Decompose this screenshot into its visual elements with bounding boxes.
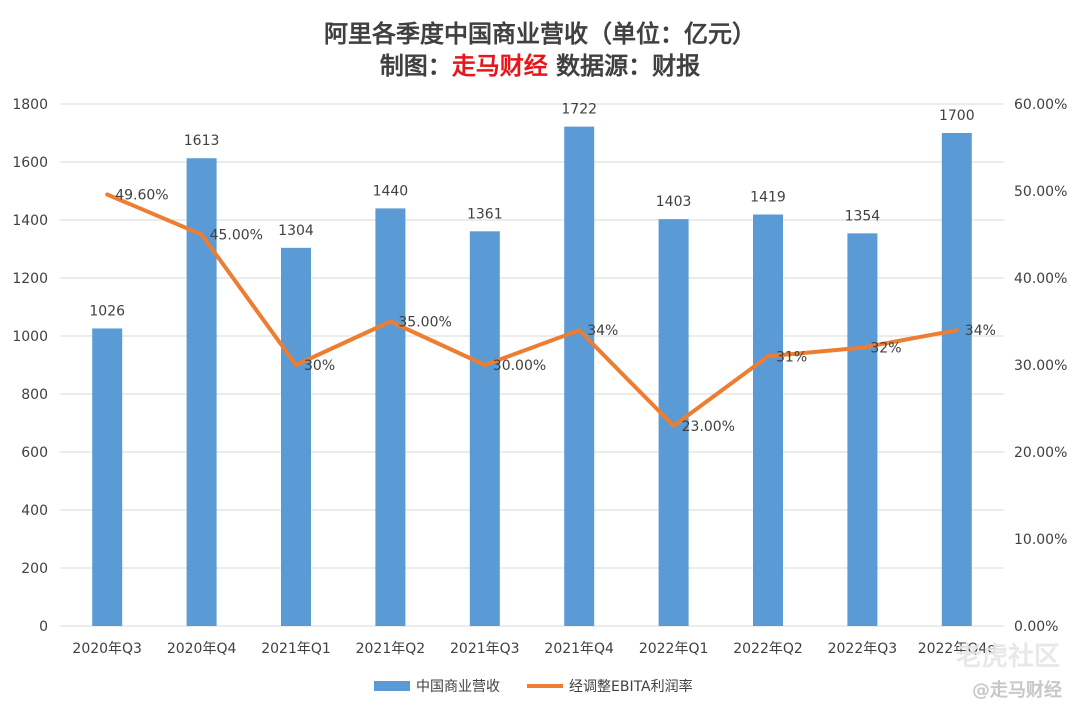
y-right-tick-label: 50.00% (1014, 184, 1067, 200)
line-data-label: 45.00% (210, 228, 263, 244)
y-left-tick-label: 800 (21, 387, 48, 403)
line-point (388, 319, 393, 324)
y-right-tick-label: 10.00% (1014, 532, 1067, 548)
line-point (671, 423, 676, 428)
line-data-label: 30.00% (493, 358, 546, 374)
legend-bar-swatch (374, 681, 410, 691)
y-left-tick-label: 1800 (12, 97, 48, 113)
x-tick-label: 2022年Q3 (828, 641, 898, 657)
bar-data-label: 1700 (939, 108, 975, 124)
subtitle-source: 数据源：财报 (547, 51, 701, 80)
x-tick-label: 2021年Q2 (356, 641, 426, 657)
line-series (106, 192, 958, 428)
y-left-tick-label: 600 (21, 445, 48, 461)
line-point (199, 232, 204, 237)
bar-data-label: 1613 (184, 133, 220, 149)
x-tick-label: 2022年Q4e (918, 641, 996, 657)
y-right-tick-label: 40.00% (1014, 271, 1067, 287)
y-right-tick-label: 0.00% (1014, 619, 1058, 635)
bar-data-label: 1026 (89, 303, 125, 319)
line-data-label: 31% (776, 349, 807, 365)
bar-data-label: 1419 (750, 189, 786, 205)
line-data-label: 34% (965, 323, 996, 339)
watermark-handle: @走马财经 (972, 680, 1062, 701)
bar (281, 247, 311, 626)
bar (564, 126, 595, 627)
y-left-tick-label: 200 (21, 561, 48, 577)
subtitle-prefix: 制图： (379, 51, 452, 80)
bar-data-label: 1354 (845, 208, 881, 224)
y-right-tick-label: 30.00% (1014, 358, 1067, 374)
x-tick-label: 2021年Q3 (450, 641, 520, 657)
bar-data-label: 1361 (467, 206, 503, 222)
x-tick-label: 2021年Q4 (544, 641, 614, 657)
bar (658, 219, 689, 626)
bar (469, 231, 500, 626)
chart-subtitle: 制图：走马财经 数据源：财报 (0, 46, 1080, 81)
x-tick-label: 2020年Q4 (167, 641, 237, 657)
y-left-tick-label: 1000 (12, 329, 48, 345)
y-left-tick-label: 1200 (12, 271, 48, 287)
chart-title: 阿里各季度中国商业营收（单位：亿元） (324, 19, 756, 48)
line-data-label: 49.60% (115, 187, 168, 203)
bar-data-label: 1304 (278, 223, 314, 239)
line-point (482, 363, 487, 367)
line-data-label: 35.00% (398, 315, 451, 331)
y-left-tick-label: 1600 (12, 155, 48, 171)
y-right-tick-label: 20.00% (1014, 445, 1067, 461)
line-data-label: 30% (304, 358, 335, 374)
x-tick-label: 2022年Q2 (733, 641, 803, 657)
subtitle-brand: 走马财经 (451, 51, 548, 80)
line-point (766, 354, 770, 359)
line-point (860, 345, 865, 350)
bar (375, 208, 406, 626)
line-data-label: 32% (870, 341, 901, 357)
line-point (105, 192, 110, 197)
line-data-label: 23.00% (682, 419, 735, 435)
bar-data-label: 1722 (561, 102, 597, 118)
line-point (954, 328, 959, 333)
legend-line-label: 经调整EBITA利润率 (569, 678, 693, 695)
legend-bar-label: 中国商业营收 (416, 679, 500, 695)
y-right-tick-label: 60.00% (1014, 97, 1067, 113)
line-data-label: 34% (587, 323, 618, 339)
bar-data-label: 1440 (373, 183, 409, 199)
bar (941, 133, 972, 626)
bar (753, 214, 783, 627)
watermark-logo: 老虎社区 (955, 642, 1060, 672)
bar-data-label: 1403 (656, 194, 692, 210)
y-left-tick-label: 0 (39, 619, 48, 635)
bar (92, 328, 123, 626)
x-tick-label: 2021年Q1 (261, 641, 331, 657)
line-point (294, 363, 298, 367)
y-left-tick-label: 400 (21, 503, 48, 519)
bar (847, 233, 878, 626)
x-tick-label: 2022年Q1 (639, 641, 709, 657)
line-point (577, 328, 582, 333)
y-left-tick-label: 1400 (12, 213, 48, 229)
x-tick-label: 2020年Q3 (72, 641, 142, 657)
